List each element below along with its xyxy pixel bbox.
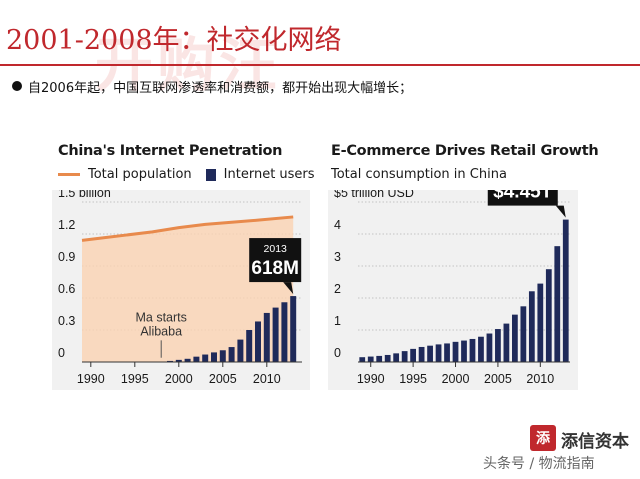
retail-growth-chart: $5 trillion USD 4 3 2 1 0 1990 1995 2000 2005 2010… <box>328 190 578 390</box>
bar <box>193 356 200 362</box>
bar-swatch-icon <box>205 168 216 181</box>
bar <box>367 356 374 362</box>
callout-value: $4.45T <box>493 190 553 203</box>
y-tick-label: 0.9 <box>58 250 75 264</box>
x-tick-label: 2000 <box>442 372 470 386</box>
bar <box>237 339 244 362</box>
title-underline <box>0 64 640 66</box>
bar <box>246 330 253 362</box>
company-logo-icon: 添 <box>530 425 556 451</box>
annotation-alibaba: Alibaba <box>140 324 182 338</box>
callout-box <box>249 238 302 283</box>
left-chart-title: China's Internet Penetration <box>58 143 283 159</box>
population-line <box>81 215 294 242</box>
y-tick-label: 4 <box>334 218 341 232</box>
y-tick-label: 0 <box>58 346 65 360</box>
y-tick-label: 3 <box>334 250 341 264</box>
bar <box>503 323 510 362</box>
y-tick-label: 1.5 billion <box>58 190 111 200</box>
population-area <box>82 216 294 362</box>
bar <box>478 336 484 362</box>
x-tick-label: 1990 <box>77 372 105 386</box>
slide-title: 2001-2008年：社交化网络 <box>6 25 342 56</box>
line-swatch-icon <box>58 173 80 176</box>
bar <box>410 348 417 362</box>
x-tick-label: 1995 <box>121 372 149 386</box>
x-tick-label: 2000 <box>165 372 193 386</box>
y-tick-label: 2 <box>334 282 341 296</box>
bar <box>290 296 297 362</box>
bar <box>376 355 383 362</box>
y-tick-label: 0.3 <box>58 314 75 328</box>
bar <box>537 283 544 362</box>
bar <box>495 329 501 362</box>
legend-internet-users: Internet users <box>223 167 315 182</box>
legend-total-population: Total population <box>88 167 192 182</box>
bar <box>384 354 391 362</box>
source-watermark: 头条号 / 物流指南 <box>483 456 595 472</box>
bar <box>418 346 425 362</box>
bar <box>175 359 182 362</box>
bar <box>202 354 209 362</box>
bar <box>444 343 450 362</box>
callout-year: 2013 <box>264 243 288 255</box>
bar <box>562 219 569 362</box>
bar <box>228 347 235 362</box>
bar <box>393 353 400 362</box>
company-name: 添信资本 <box>561 432 629 452</box>
callout-pointer <box>555 205 566 218</box>
bar <box>452 341 459 362</box>
bar <box>528 291 535 362</box>
x-tick-label: 2010 <box>526 372 554 386</box>
y-tick-label: 0.6 <box>58 282 75 296</box>
bar <box>211 352 217 362</box>
x-tick-label: 2005 <box>209 372 237 386</box>
x-tick-label: 2005 <box>484 372 512 386</box>
callout-box <box>487 190 558 206</box>
bar <box>272 307 279 362</box>
callout-value: 618M <box>251 258 299 279</box>
y-tick-label: 1.2 <box>58 218 75 232</box>
bar <box>167 360 173 362</box>
bar <box>359 357 366 362</box>
bar <box>263 312 270 362</box>
bar <box>435 344 442 362</box>
bar <box>545 269 552 362</box>
bar <box>427 345 433 362</box>
y-tick-label: 0 <box>334 346 341 360</box>
bar <box>554 246 561 362</box>
bullet-text: 自2006年起，中国互联网渗透率和消费额，都开始出现大幅增长； <box>28 81 413 96</box>
bar <box>520 306 527 362</box>
internet-penetration-chart: 1.5 billion 1.2 0.9 0.6 0.3 0 1990 1995 2000 2005… <box>52 190 310 390</box>
right-chart-subtitle: Total consumption in China <box>331 167 507 182</box>
bar <box>184 358 191 362</box>
y-tick-label: $5 trillion USD <box>334 190 414 200</box>
annotation-ma-starts: Ma starts <box>135 310 186 324</box>
bar <box>219 350 226 362</box>
bullet-dot-icon <box>12 81 22 91</box>
bar <box>281 302 288 362</box>
y-tick-label: 1 <box>334 314 341 328</box>
bar <box>401 351 408 362</box>
bar <box>511 314 518 362</box>
right-chart-title: E-Commerce Drives Retail Growth <box>331 143 599 159</box>
left-chart-legend: Total population Internet users <box>58 167 315 182</box>
x-tick-label: 2010 <box>253 372 281 386</box>
callout-pointer <box>283 282 294 295</box>
x-tick-label: 1995 <box>399 372 427 386</box>
bar <box>255 321 261 362</box>
bar <box>461 340 467 362</box>
bar <box>469 338 476 362</box>
bar <box>486 333 493 362</box>
x-tick-label: 1990 <box>357 372 385 386</box>
